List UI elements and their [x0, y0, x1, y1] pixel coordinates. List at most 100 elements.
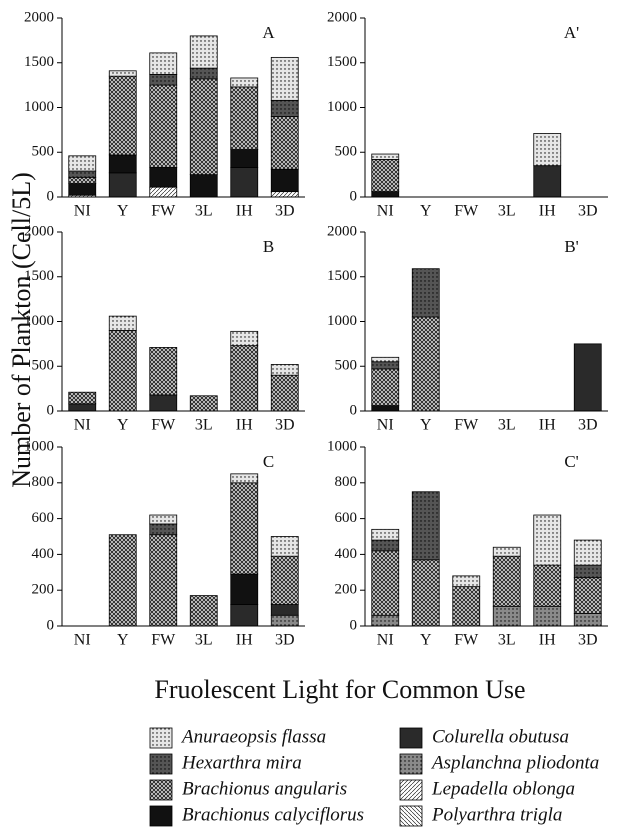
- x-tick-label: NI: [377, 632, 394, 649]
- panel-label: A': [564, 23, 579, 42]
- y-tick-label: 800: [32, 474, 55, 490]
- x-tick-label: 3D: [578, 632, 598, 649]
- bar-segment: [270, 604, 299, 616]
- x-tick-label: IH: [236, 632, 253, 649]
- bar-segment: [371, 361, 400, 370]
- bar-segment: [149, 84, 178, 168]
- bar-segment: [371, 405, 400, 412]
- y-tick-label: 1000: [24, 438, 54, 454]
- y-tick-label: 500: [32, 144, 55, 160]
- y-tick-label: 1500: [327, 54, 357, 70]
- x-tick-label: 3L: [498, 203, 516, 220]
- bar-segment: [68, 155, 97, 172]
- panel-label: C': [564, 452, 578, 471]
- bar-segment: [533, 165, 562, 198]
- y-tick-label: 1000: [24, 313, 54, 329]
- bar-segment: [108, 75, 137, 156]
- y-tick-label: 0: [47, 617, 55, 633]
- x-tick-label: 3L: [195, 203, 213, 220]
- y-tick-label: 0: [350, 617, 358, 633]
- bar-segment: [149, 514, 178, 525]
- bar-segment: [270, 168, 299, 193]
- x-tick-label: 3L: [195, 417, 213, 434]
- bar-segment: [230, 77, 259, 88]
- bar-segment: [411, 491, 440, 561]
- legend-label: Brachionus calyciflorus: [182, 804, 364, 825]
- bar-segment: [108, 172, 137, 198]
- panel-label: C: [263, 452, 274, 471]
- bar-segment: [452, 586, 481, 627]
- bar-segment: [149, 52, 178, 75]
- bar-segment: [230, 167, 259, 198]
- y-tick-label: 1500: [24, 54, 54, 70]
- y-tick-label: 1500: [327, 268, 357, 284]
- legend-swatch: [149, 727, 173, 749]
- bar-segment: [189, 174, 218, 198]
- x-tick-label: 3D: [275, 417, 295, 434]
- bar-segment: [371, 191, 400, 198]
- legend-swatch: [149, 779, 173, 801]
- x-tick-label: 3D: [275, 632, 295, 649]
- bar-segment: [230, 473, 259, 484]
- y-tick-label: 0: [350, 188, 358, 204]
- bar-segment: [149, 523, 178, 536]
- x-tick-label: 3D: [578, 417, 598, 434]
- legend-label: Lepadella oblonga: [431, 778, 575, 799]
- y-tick-label: 2000: [327, 223, 357, 239]
- x-tick-label: Y: [420, 632, 432, 649]
- bar-segment: [270, 191, 299, 198]
- bar-segment: [108, 154, 137, 174]
- bar-segment: [189, 595, 218, 627]
- bar-segment: [270, 614, 299, 627]
- legend-swatch: [399, 805, 423, 827]
- legend-label: Asplanchna pliodonta: [430, 752, 599, 773]
- y-tick-label: 800: [335, 474, 358, 490]
- bar-segment: [371, 614, 400, 627]
- y-tick-label: 400: [335, 546, 358, 562]
- bar-segment: [68, 403, 97, 412]
- bar-segment: [149, 186, 178, 198]
- x-tick-label: IH: [236, 417, 253, 434]
- bar-segment: [573, 343, 602, 412]
- bar-segment: [68, 391, 97, 405]
- bar-segment: [149, 347, 178, 396]
- y-tick-label: 2000: [24, 223, 54, 239]
- bar-segment: [270, 536, 299, 557]
- legend-swatch: [399, 779, 423, 801]
- x-tick-label: 3D: [578, 203, 598, 220]
- y-tick-label: 1000: [327, 99, 357, 115]
- y-tick-label: 500: [335, 358, 358, 374]
- bar-segment: [371, 528, 400, 541]
- bar-segment: [492, 546, 521, 557]
- legend-label: Colurella obutusa: [432, 726, 569, 747]
- bar-segment: [108, 315, 137, 331]
- bar-segment: [149, 167, 178, 188]
- x-tick-label: 3L: [195, 632, 213, 649]
- y-tick-label: 200: [335, 582, 358, 598]
- y-tick-label: 400: [32, 546, 55, 562]
- y-tick-label: 500: [32, 358, 55, 374]
- x-tick-label: IH: [236, 203, 253, 220]
- bar-segment: [452, 575, 481, 588]
- bar-segment: [68, 176, 97, 184]
- bar-segment: [492, 605, 521, 627]
- bar-segment: [573, 564, 602, 579]
- legend-swatch: [399, 727, 423, 749]
- bar-segment: [230, 86, 259, 150]
- x-tick-label: FW: [151, 203, 176, 220]
- bar-segment: [270, 116, 299, 170]
- x-tick-label: 3D: [275, 203, 295, 220]
- bar-segment: [573, 613, 602, 627]
- bar-segment: [189, 395, 218, 412]
- bar-segment: [533, 133, 562, 167]
- bar-segment: [411, 268, 440, 318]
- bar-segment: [149, 73, 178, 86]
- bar-segment: [230, 330, 259, 347]
- bar-segment: [371, 550, 400, 616]
- legend-swatch: [149, 805, 173, 827]
- bar-segment: [411, 316, 440, 412]
- bar-segment: [68, 170, 97, 178]
- legend-label: Brachionus angularis: [182, 778, 347, 799]
- bar-segment: [189, 78, 218, 176]
